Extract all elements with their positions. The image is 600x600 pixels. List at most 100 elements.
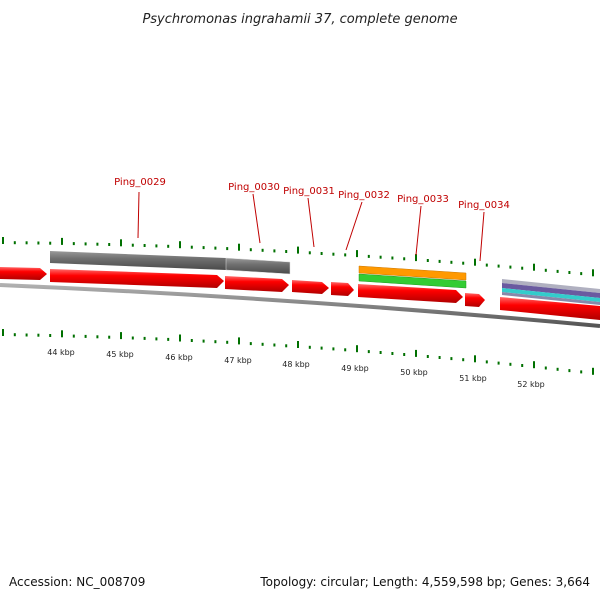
bottom-major-tick [179, 334, 181, 342]
bottom-minor-tick [37, 333, 40, 337]
gene-labels: Ping_0029 Ping_0030 Ping_0031 Ping_0032 … [114, 177, 510, 211]
top-minor-tick [344, 253, 347, 257]
bottom-minor-tick [379, 351, 382, 354]
gene-arrow-ping-0033 [358, 284, 463, 303]
leader-ping-0033 [415, 205, 422, 256]
gene-arrow-1 [0, 267, 47, 280]
top-minor-tick [497, 264, 500, 268]
top-minor-tick [49, 241, 52, 245]
top-minor-tick [485, 263, 488, 267]
bottom-minor-tick [556, 367, 559, 371]
top-minor-tick [190, 245, 193, 249]
gene-label-ping-0032: Ping_0032 [338, 190, 390, 201]
top-minor-tick [273, 249, 276, 253]
cyan-bar [502, 288, 600, 302]
top-minor-tick [332, 252, 335, 256]
bottom-minor-tick [167, 337, 170, 341]
top-major-tick [474, 258, 476, 266]
bottom-minor-tick [485, 360, 488, 364]
top-minor-tick [308, 251, 311, 255]
bottom-major-tick [61, 330, 63, 338]
top-minor-tick [556, 269, 559, 273]
gene-arrow-ping-0034 [465, 293, 485, 307]
topology-summary: Topology: circular; Length: 4,559,598 bp… [259, 575, 590, 589]
top-minor-tick [450, 260, 453, 264]
homology-bar-1 [50, 251, 226, 270]
gene-label-ping-0031: Ping_0031 [283, 186, 335, 197]
scale-label-52kbp: 52 kbp [517, 380, 545, 389]
green-bar [358, 273, 467, 289]
bottom-minor-tick [403, 353, 406, 356]
bottom-major-tick [2, 329, 4, 336]
gene-label-ping-0033: Ping_0033 [397, 194, 449, 205]
top-minor-tick [426, 259, 429, 262]
bottom-major-tick [415, 349, 417, 357]
top-minor-tick [568, 271, 571, 274]
top-minor-tick [438, 259, 441, 263]
bottom-minor-tick [249, 342, 252, 346]
leader-ping-0031 [307, 197, 315, 248]
top-minor-tick [320, 252, 323, 255]
bottom-minor-tick [450, 357, 453, 361]
bottom-minor-tick [273, 343, 276, 347]
top-major-tick [238, 243, 240, 251]
bottom-major-tick [533, 361, 535, 369]
bottom-major-tick [297, 341, 299, 348]
top-minor-tick [462, 261, 465, 265]
bottom-major-tick [356, 345, 358, 353]
bottom-minor-tick [202, 339, 205, 343]
top-minor-tick [167, 244, 170, 248]
bottom-minor-tick [544, 366, 547, 370]
top-major-tick [592, 269, 594, 277]
bottom-minor-tick [214, 340, 217, 344]
gene-arrows [0, 267, 600, 320]
top-minor-tick [84, 242, 87, 246]
scale-label-50kbp: 50 kbp [400, 368, 428, 377]
top-minor-tick [25, 241, 28, 245]
bottom-minor-tick [391, 352, 394, 355]
bottom-minor-tick [108, 335, 111, 339]
scale-label-46kbp: 46 kbp [165, 353, 193, 362]
top-major-tick [356, 250, 358, 258]
top-major-tick [415, 254, 417, 262]
bottom-minor-tick [308, 345, 311, 349]
bottom-minor-tick [226, 340, 229, 344]
bottom-minor-tick [96, 335, 99, 339]
top-major-tick [120, 239, 122, 247]
bottom-minor-tick [285, 344, 288, 348]
top-major-tick [533, 263, 535, 271]
leader-ping-0034 [479, 211, 485, 262]
orange-bar [358, 265, 467, 281]
top-minor-tick [108, 243, 111, 246]
homology-bar-2 [225, 257, 291, 275]
bottom-minor-tick [438, 356, 441, 359]
accession-text: Accession: NC_008709 [9, 575, 145, 589]
top-minor-tick [37, 241, 40, 245]
gene-arrow-ping-0029 [50, 269, 224, 288]
homology-bars [50, 251, 291, 275]
bottom-minor-tick [462, 358, 465, 362]
top-minor-tick [509, 265, 512, 269]
gray-bar-right [502, 279, 600, 293]
leader-ping-0029 [137, 191, 140, 239]
top-minor-tick [143, 244, 146, 247]
top-tick-row [2, 237, 594, 277]
map-title: Psychromonas ingrahamii 37, complete gen… [142, 12, 457, 27]
top-minor-tick [72, 242, 75, 246]
top-minor-tick [367, 254, 370, 258]
feature-bars [358, 265, 600, 305]
bottom-minor-tick [320, 346, 323, 350]
bottom-minor-tick [84, 334, 87, 338]
bottom-minor-tick [509, 362, 512, 366]
top-minor-tick [155, 244, 158, 248]
bottom-minor-tick [72, 334, 75, 338]
bottom-major-tick [592, 367, 594, 375]
bottom-minor-tick [568, 369, 571, 373]
bottom-minor-tick [143, 336, 146, 340]
top-major-tick [2, 237, 4, 244]
top-minor-tick [226, 247, 229, 251]
scale-labels: 44 kbp 45 kbp 46 kbp 47 kbp 48 kbp 49 kb… [47, 348, 545, 389]
top-minor-tick [285, 250, 288, 253]
gene-arrow-ping-0031 [292, 280, 329, 294]
bottom-minor-tick [261, 342, 264, 346]
